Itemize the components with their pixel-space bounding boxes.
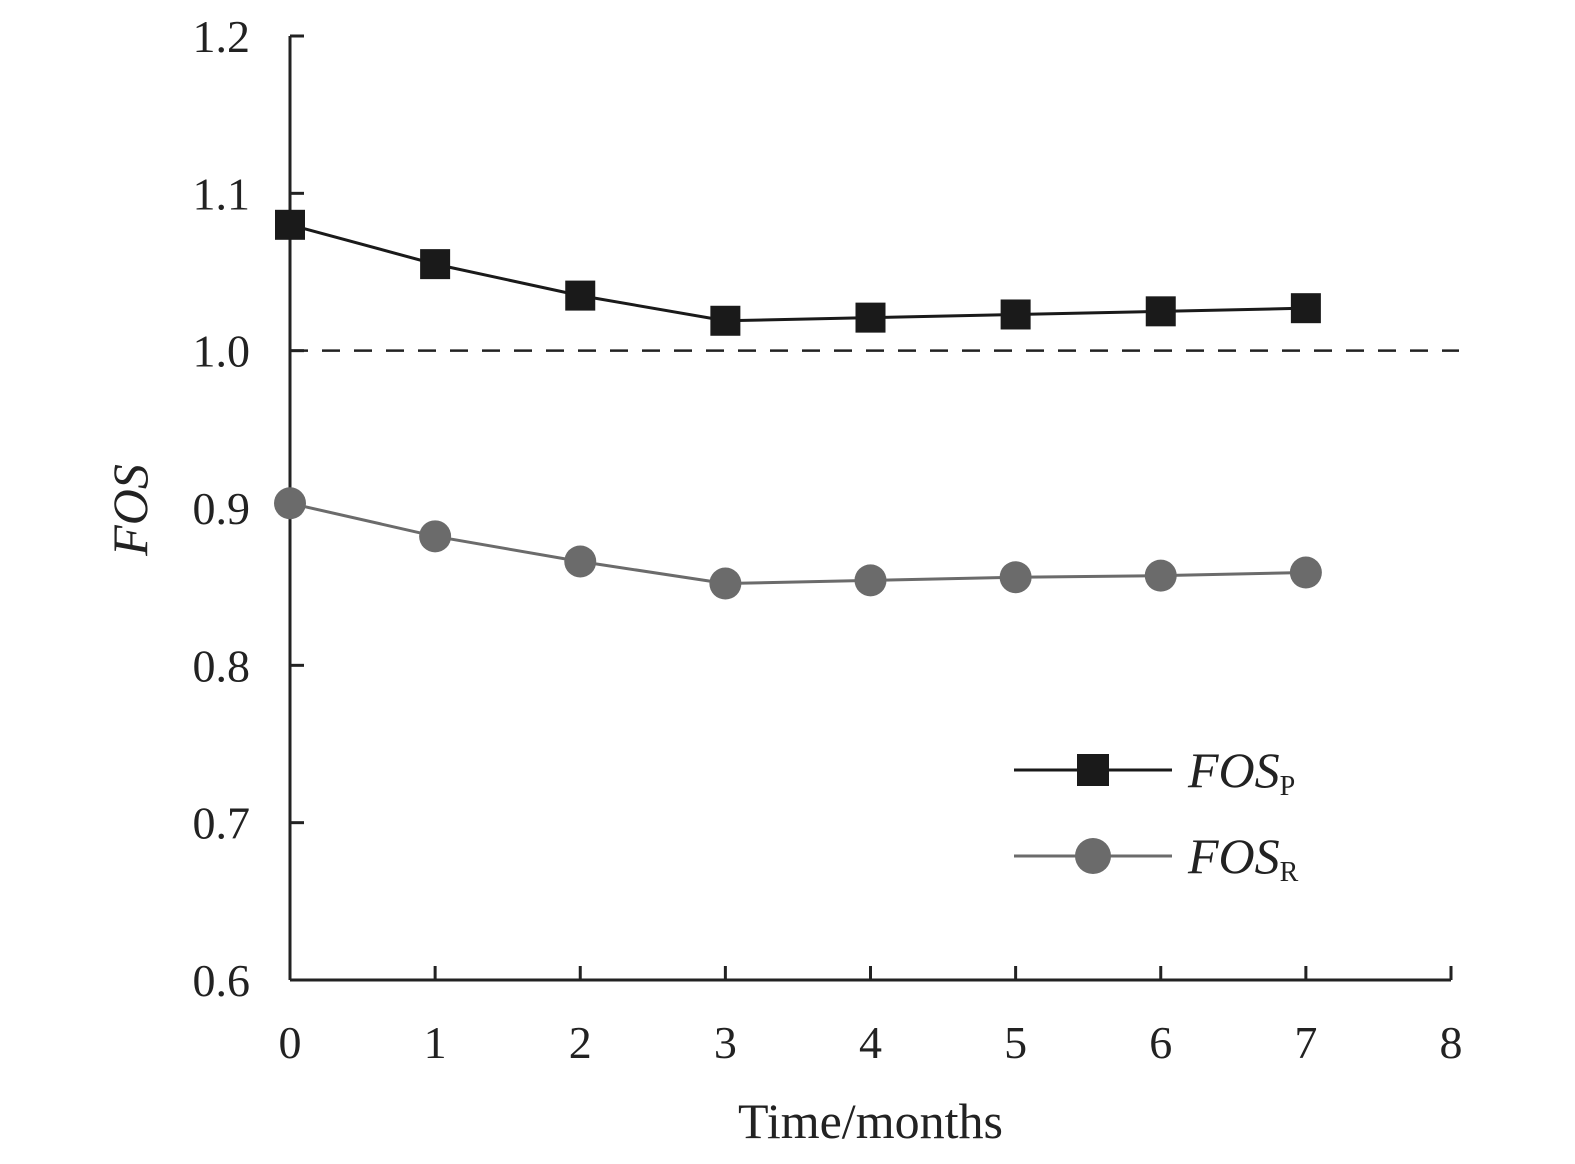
data-point-square xyxy=(1145,296,1176,327)
x-tick-label: 6 xyxy=(1149,1017,1172,1068)
legend-label-subscript: R xyxy=(1280,857,1299,888)
y-tick-label: 0.9 xyxy=(193,483,251,534)
x-tick-label: 1 xyxy=(424,1017,447,1068)
x-tick-label: 0 xyxy=(279,1017,302,1068)
y-tick-label: 0.8 xyxy=(193,640,251,691)
data-point-circle xyxy=(274,487,306,520)
data-point-square xyxy=(565,280,596,311)
legend-marker-circle xyxy=(1075,838,1111,874)
y-ticks: 0.6 0.7 0.8 0.9 1.0 1.1 1.2 xyxy=(193,11,304,1006)
data-point-circle xyxy=(854,564,887,597)
x-tick-label: 8 xyxy=(1440,1017,1463,1068)
legend-marker-square xyxy=(1077,754,1109,786)
y-tick-label: 1.2 xyxy=(193,11,251,62)
y-tick-label: 0.7 xyxy=(193,798,251,849)
series-layer xyxy=(274,209,1322,600)
x-tick-label: 7 xyxy=(1294,1017,1317,1068)
legend-label-subscript: P xyxy=(1280,771,1296,802)
legend-label: FOSP xyxy=(1187,742,1295,802)
data-point-square xyxy=(420,249,451,280)
x-axis-title: Time/months xyxy=(738,1093,1003,1149)
series-r xyxy=(274,487,1322,600)
legend-label: FOSR xyxy=(1187,828,1299,888)
x-tick-label: 5 xyxy=(1004,1017,1027,1068)
legend-label-main: FOS xyxy=(1187,828,1280,884)
data-point-square xyxy=(275,209,305,240)
legend-item-r: FOSR xyxy=(1014,828,1299,888)
data-point-circle xyxy=(999,561,1032,594)
legend-item-p: FOSP xyxy=(1014,742,1295,802)
legend-label-main: FOS xyxy=(1187,742,1280,798)
data-point-circle xyxy=(564,545,597,578)
x-tick-label: 3 xyxy=(714,1017,737,1068)
data-point-circle xyxy=(709,567,742,600)
series-p xyxy=(275,209,1321,336)
y-axis-title: FOS xyxy=(102,464,158,557)
data-point-square xyxy=(855,302,886,333)
data-point-circle xyxy=(1289,556,1322,589)
data-point-circle xyxy=(1144,559,1177,592)
data-point-square xyxy=(710,305,741,336)
series-line xyxy=(289,223,1306,323)
y-tick-label: 1.0 xyxy=(193,326,251,377)
data-point-circle xyxy=(419,520,452,553)
y-tick-label: 1.1 xyxy=(193,168,251,219)
series-line xyxy=(289,501,1306,586)
y-tick-label: 0.6 xyxy=(193,955,251,1006)
x-tick-label: 4 xyxy=(859,1017,882,1068)
x-ticks: 0 1 2 3 4 5 6 7 8 xyxy=(279,966,1463,1068)
data-point-square xyxy=(1000,299,1031,330)
data-point-square xyxy=(1290,293,1321,324)
x-tick-label: 2 xyxy=(569,1017,592,1068)
